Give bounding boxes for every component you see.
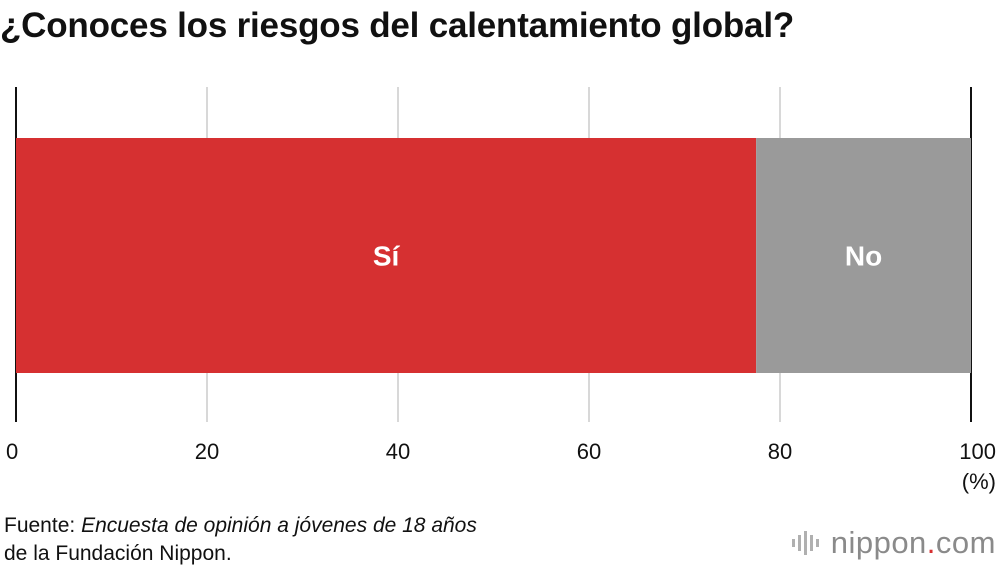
chart-area: Sí No 0 20 40 60 80 100 (%): [6, 87, 996, 494]
segment-label: No: [845, 241, 882, 272]
tick-label: 80: [768, 439, 792, 464]
segment-label: Sí: [373, 241, 401, 272]
logo-text: nippon.com: [831, 525, 996, 561]
tick-label: 60: [577, 439, 601, 464]
source-title: Encuesta de opinión a jóvenes de 18 años: [81, 514, 477, 537]
bar-segment: [756, 138, 971, 373]
unit-label: (%): [962, 469, 996, 494]
logo-dot: .: [926, 525, 936, 560]
source-org: de la Fundación Nippon.: [4, 542, 232, 565]
logo-name: nippon: [830, 525, 927, 560]
logo-suffix: com: [935, 525, 996, 560]
tick-label: 0: [6, 439, 18, 464]
tick-label: 40: [386, 439, 410, 464]
logo-bars-icon: [791, 531, 819, 555]
tick-label: 20: [195, 439, 219, 464]
bar-segment: [16, 138, 757, 373]
chart-title: ¿Conoces los riesgos del calentamiento g…: [0, 6, 795, 45]
nippon-logo[interactable]: nippon.com: [791, 525, 996, 561]
source-prefix: Fuente:: [4, 514, 82, 537]
source-note: Fuente: Encuesta de opinión a jóvenes de…: [4, 512, 477, 568]
tick-label: 100: [959, 439, 996, 464]
